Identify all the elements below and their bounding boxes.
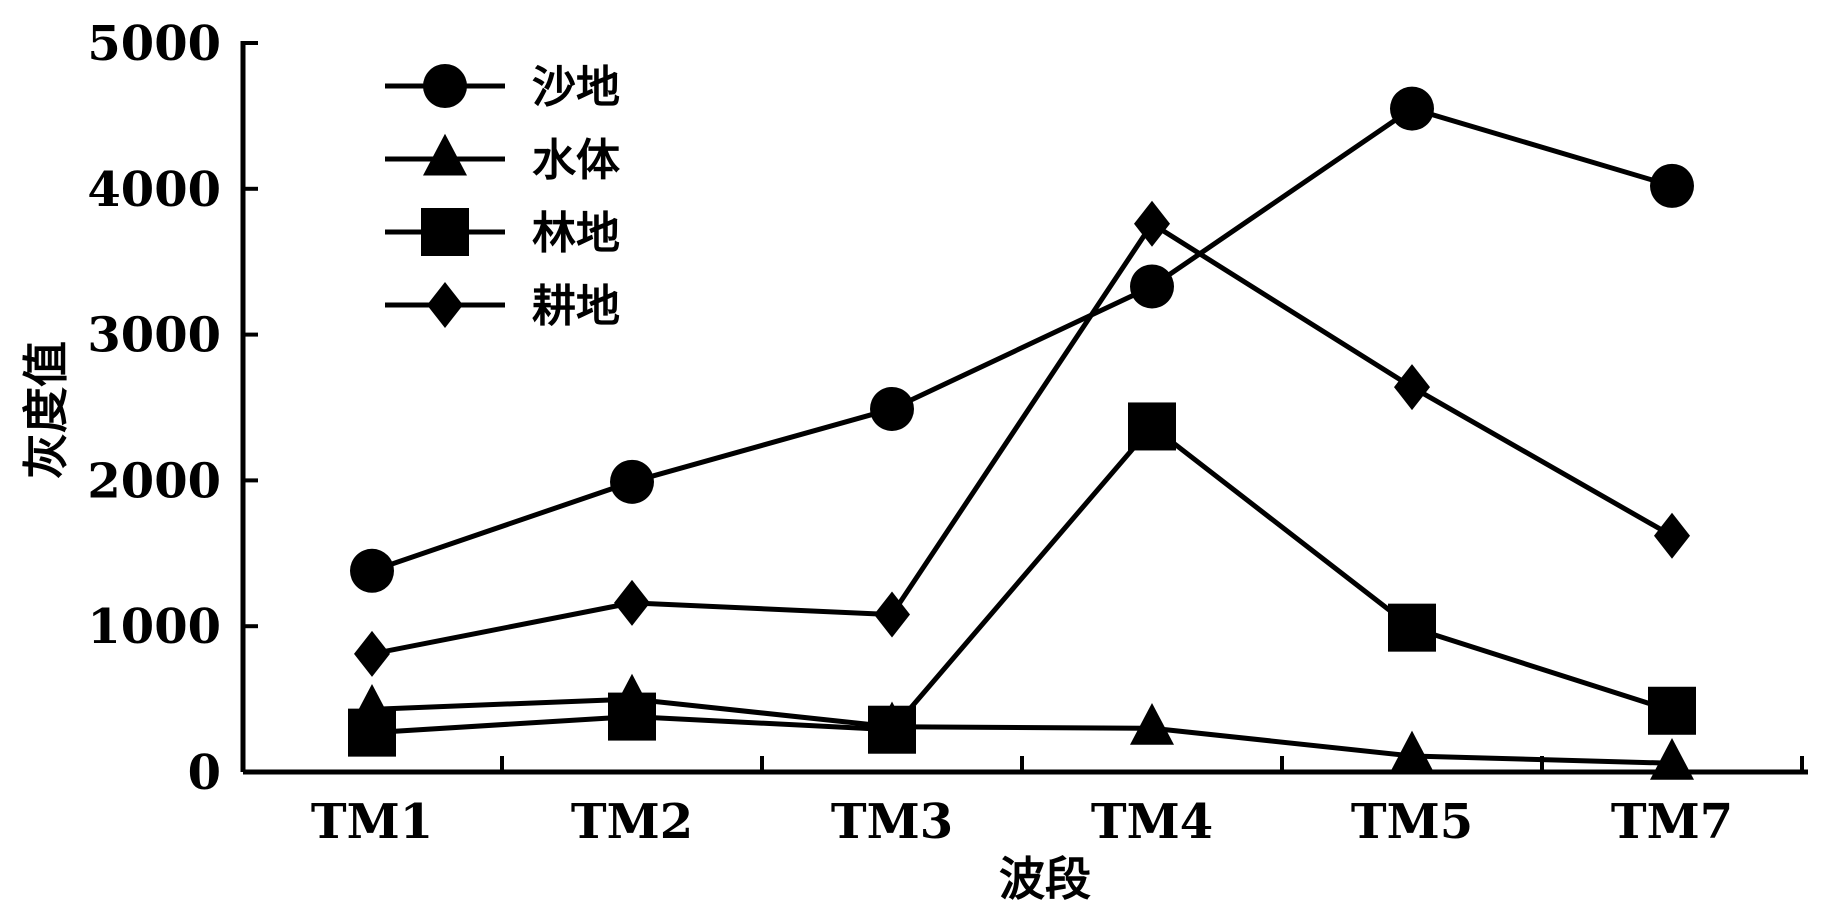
data-point xyxy=(1650,737,1694,780)
legend-marker xyxy=(427,282,463,328)
x-axis-title: 波段 xyxy=(999,852,1091,906)
legend-label: 水体 xyxy=(532,135,620,186)
data-point xyxy=(1394,364,1430,411)
x-tick-label: TM3 xyxy=(831,794,953,850)
data-point xyxy=(1128,402,1176,451)
x-tick-label: TM5 xyxy=(1351,794,1473,850)
series-line xyxy=(371,696,1673,766)
y-tick-label: 4000 xyxy=(87,162,221,218)
legend-label: 林地 xyxy=(532,208,620,259)
data-point xyxy=(1130,264,1174,309)
data-point xyxy=(874,591,910,638)
legend-item: 耕地 xyxy=(385,281,620,332)
legend-item: 林地 xyxy=(385,208,620,259)
data-point xyxy=(868,705,916,754)
series-3 xyxy=(348,402,1696,757)
data-point xyxy=(610,459,654,504)
y-tick-label: 3000 xyxy=(87,308,221,364)
legend-label: 耕地 xyxy=(532,281,620,332)
data-point xyxy=(1648,686,1696,735)
series-line xyxy=(371,106,1673,574)
series-line xyxy=(371,221,1674,657)
data-point xyxy=(348,708,396,757)
x-tick-label: TM7 xyxy=(1611,794,1733,850)
x-tick-label: TM1 xyxy=(311,794,433,850)
y-tick-label: 0 xyxy=(188,745,221,801)
series-line xyxy=(371,423,1673,736)
legend-marker xyxy=(423,64,467,108)
data-point xyxy=(870,386,914,431)
y-axis-ticks: 0 1000 2000 3000 4000 5000 xyxy=(87,16,258,801)
data-point xyxy=(608,692,656,741)
data-point xyxy=(1654,512,1690,559)
legend-marker xyxy=(423,133,467,176)
y-tick-label: 5000 xyxy=(87,16,221,72)
legend-marker xyxy=(421,208,469,256)
y-axis-title: 灰度值 xyxy=(19,341,73,479)
legend-label: 沙地 xyxy=(532,62,620,113)
x-axis-ticks: TM1 TM2 TM3 TM4 TM5 TM7 xyxy=(311,756,1804,850)
axes xyxy=(240,41,1808,775)
series-layer xyxy=(348,86,1696,780)
legend-item: 水体 xyxy=(385,133,620,186)
data-point xyxy=(1650,163,1694,208)
data-point xyxy=(350,548,394,593)
y-tick-label: 1000 xyxy=(87,599,221,655)
series-4 xyxy=(354,200,1690,677)
x-tick-label: TM4 xyxy=(1091,794,1213,850)
x-tick-label: TM2 xyxy=(571,794,693,850)
series-1 xyxy=(350,86,1694,593)
data-point xyxy=(1388,603,1436,652)
data-point xyxy=(1390,730,1434,773)
y-tick-label: 2000 xyxy=(87,453,221,509)
data-point xyxy=(1134,200,1170,247)
data-point xyxy=(1390,86,1434,131)
data-point xyxy=(354,630,390,677)
legend-item: 沙地 xyxy=(385,62,620,113)
data-point xyxy=(614,579,650,626)
data-point xyxy=(1130,702,1174,745)
